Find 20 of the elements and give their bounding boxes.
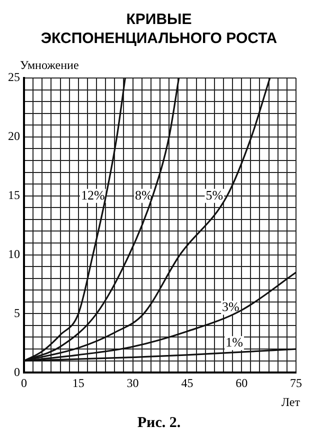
y-tick-label: 25	[8, 70, 20, 84]
annotation: 3%	[222, 299, 240, 314]
x-axis-title: Лет	[281, 395, 301, 410]
y-tick-label: 10	[8, 246, 20, 261]
x-tick-label: 30	[126, 376, 139, 390]
annotation: 12%	[80, 187, 105, 202]
chart-title: КРИВЫЕ ЭКСПОНЕНЦИАЛЬНОГО РОСТА	[40, 10, 278, 48]
y-tick-label: 5	[14, 306, 20, 320]
y-tick-label: 15	[8, 188, 20, 202]
x-tick-label: 60	[236, 376, 248, 390]
x-tick-label: 75	[290, 376, 302, 390]
annotation: 8%	[135, 187, 153, 202]
x-tick-label: 45	[181, 376, 194, 390]
y-axis-title: Умножение	[20, 58, 79, 72]
annotation: 5%	[206, 187, 224, 202]
annotation: 1%	[226, 334, 244, 350]
x-tick-label: 15	[72, 376, 84, 390]
y-tick-label: 20	[8, 129, 20, 144]
text: Рис. 2.	[136, 415, 182, 432]
y-tick-label: 0	[14, 364, 20, 379]
